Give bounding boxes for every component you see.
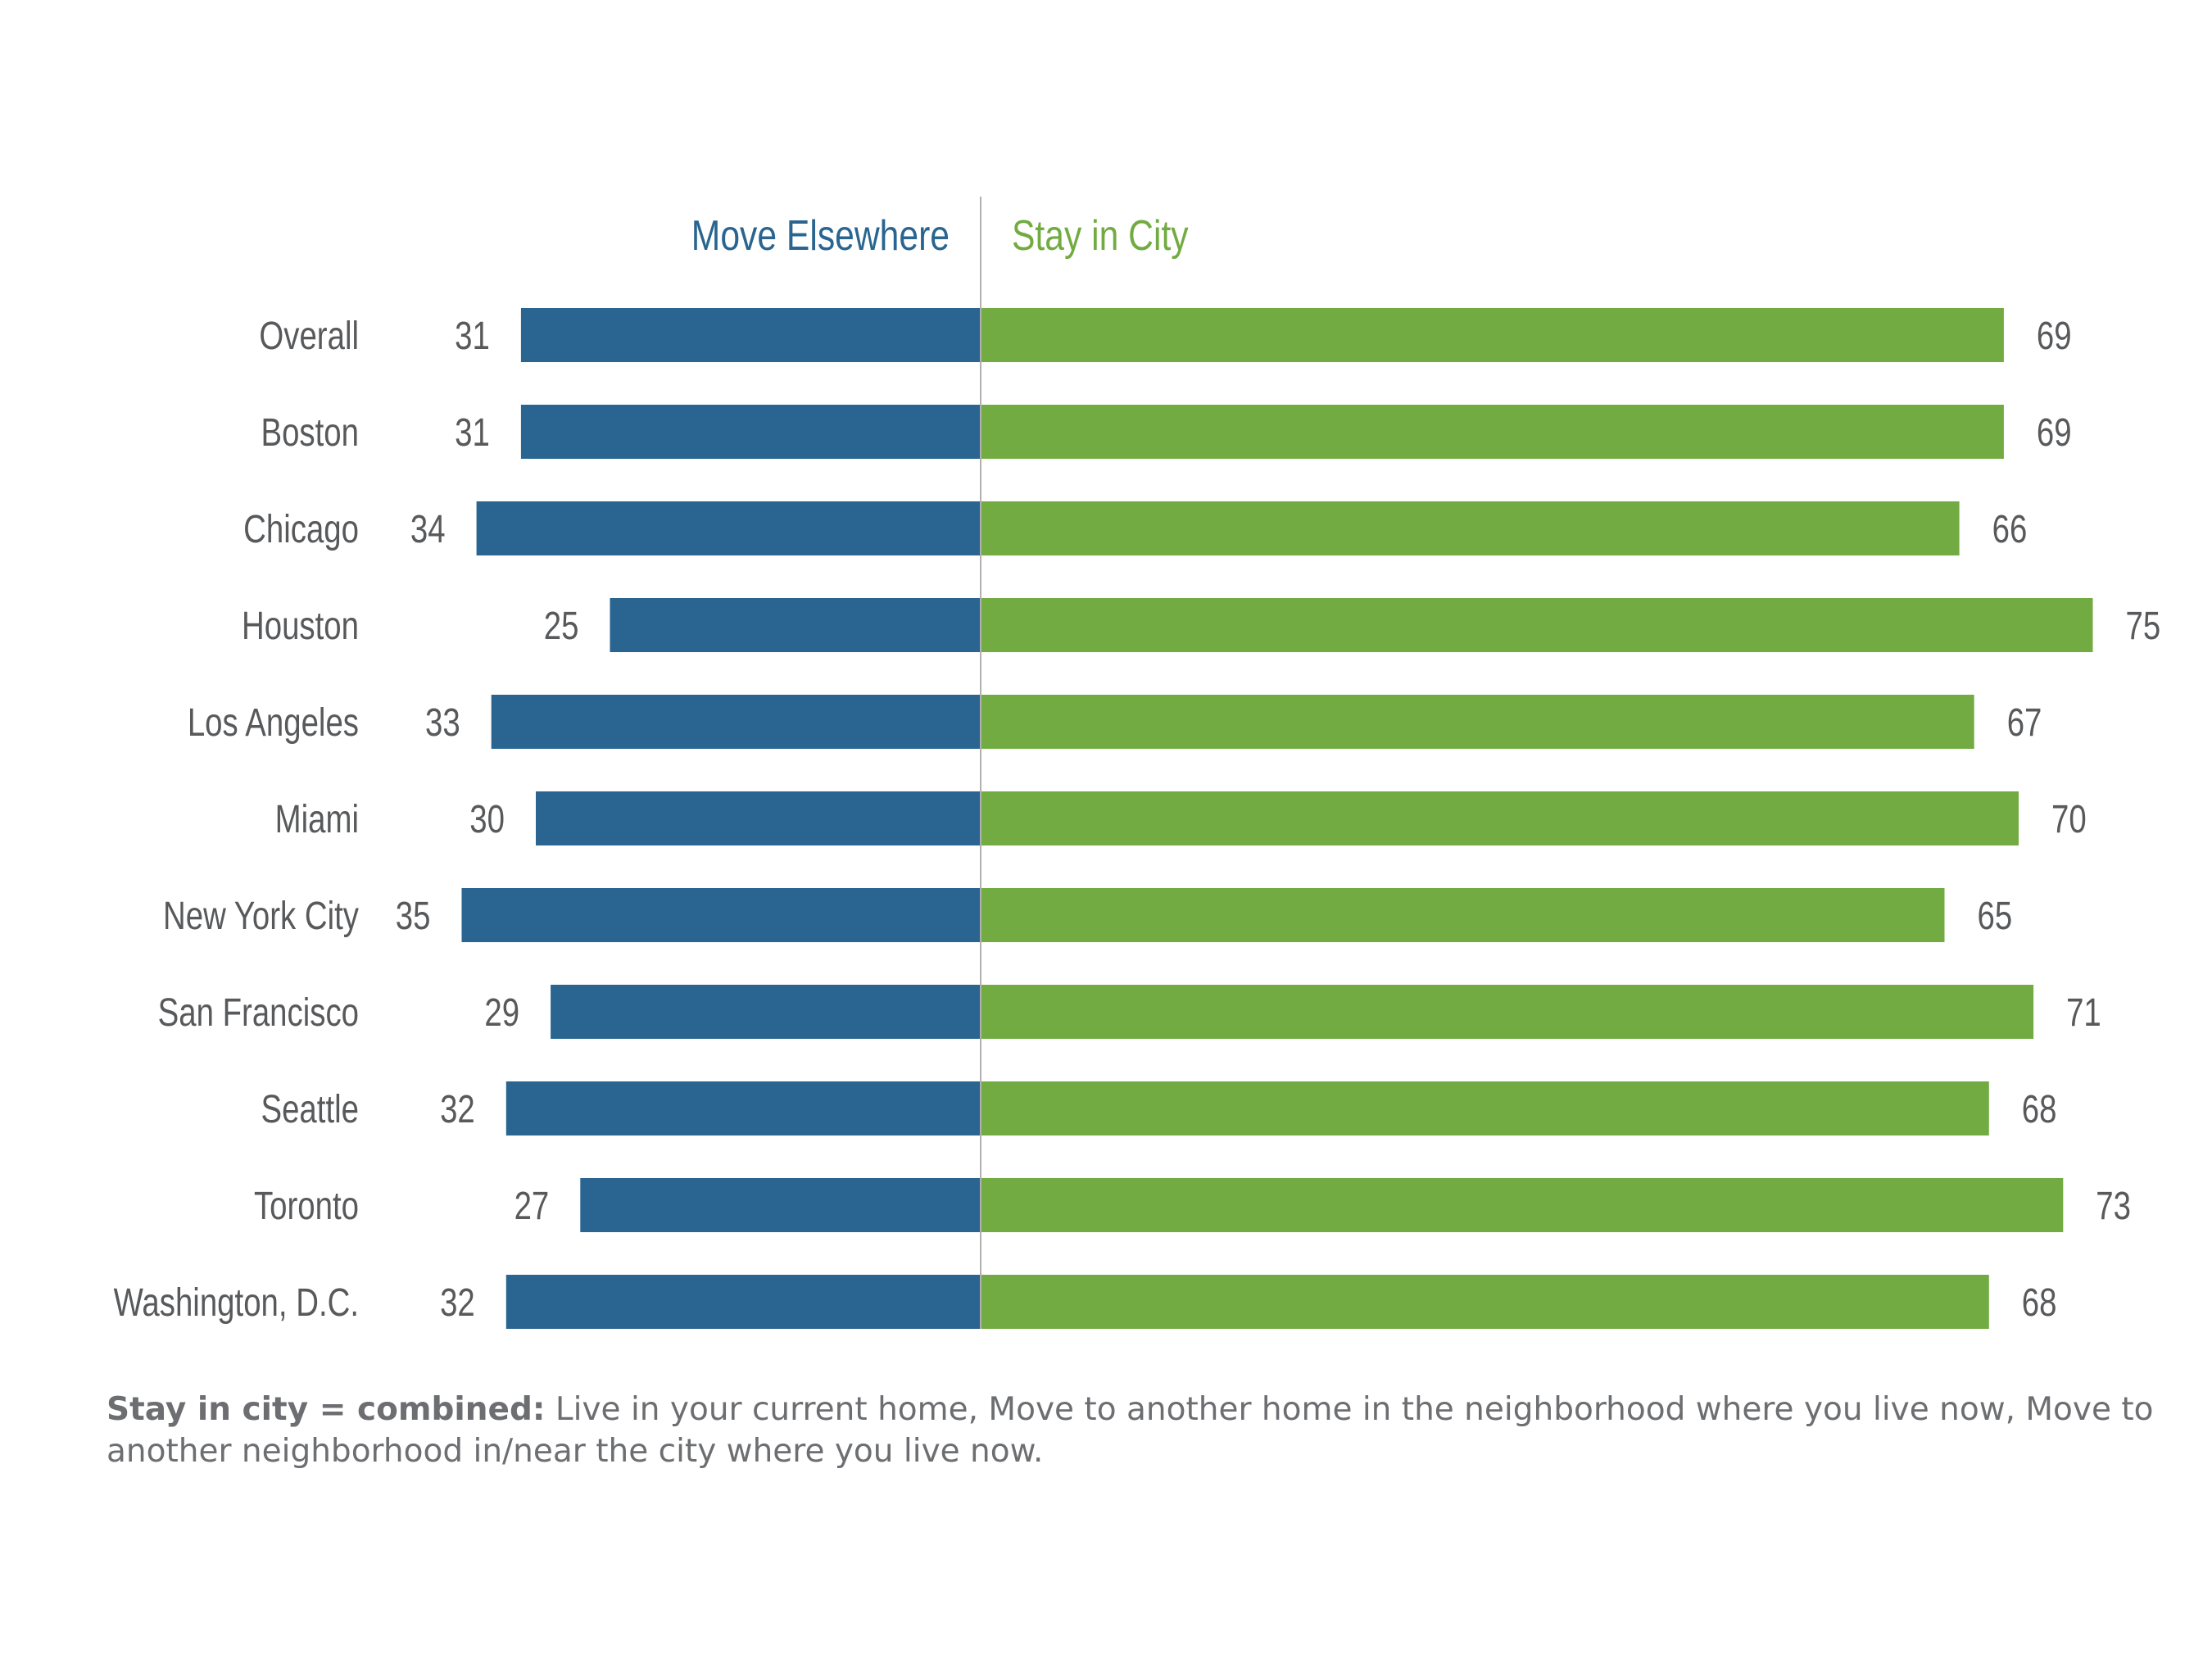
- bar-move-6: [461, 888, 981, 942]
- value-label-stay: 73: [2096, 1185, 2131, 1228]
- bar-stay-10: [981, 1275, 1989, 1329]
- footnote: Stay in city = combined: Live in your cu…: [107, 1389, 2155, 1472]
- value-label-move: 25: [544, 605, 579, 648]
- value-label-move: 31: [455, 411, 490, 455]
- legend-move-elsewhere: Move Elsewhere: [691, 212, 950, 260]
- bar-move-2: [476, 501, 981, 555]
- bar-stay-2: [981, 501, 1960, 555]
- bar-stay-6: [981, 888, 1945, 942]
- value-label-move: 35: [396, 895, 431, 938]
- bar-stay-8: [981, 1081, 1989, 1135]
- category-label: Los Angeles: [188, 701, 359, 745]
- bar-move-7: [551, 985, 981, 1039]
- bar-stay-9: [981, 1178, 2064, 1232]
- bar-stay-1: [981, 405, 2004, 459]
- value-label-move: 32: [440, 1281, 475, 1325]
- value-label-stay: 69: [2037, 315, 2072, 358]
- value-label-stay: 65: [1978, 895, 2013, 938]
- value-label-stay: 67: [2007, 701, 2042, 745]
- bar-move-4: [491, 695, 981, 749]
- category-label: Seattle: [261, 1088, 359, 1131]
- value-label-stay: 71: [2066, 991, 2101, 1035]
- footnote-bold: Stay in city = combined:: [107, 1391, 546, 1428]
- value-label-stay: 75: [2126, 605, 2161, 648]
- value-label-stay: 69: [2037, 411, 2072, 455]
- value-label-move: 32: [440, 1088, 475, 1131]
- bar-move-5: [536, 791, 981, 845]
- category-label: Boston: [261, 411, 359, 455]
- bar-stay-4: [981, 695, 1974, 749]
- value-label-move: 31: [455, 315, 490, 358]
- bar-move-0: [520, 308, 981, 362]
- value-label-move: 29: [484, 991, 519, 1035]
- value-label-stay: 68: [2022, 1281, 2057, 1325]
- bar-move-9: [580, 1178, 981, 1232]
- category-label: Toronto: [254, 1185, 359, 1228]
- value-label-move: 34: [410, 508, 446, 551]
- category-label: Houston: [242, 605, 359, 648]
- bar-stay-7: [981, 985, 2034, 1039]
- category-label: Chicago: [243, 508, 359, 551]
- bar-stay-5: [981, 791, 2019, 845]
- bar-move-8: [505, 1081, 981, 1135]
- bar-move-1: [520, 405, 981, 459]
- category-label: San Francisco: [158, 991, 359, 1035]
- footnote-text: Live in your current home, Move to anoth…: [107, 1391, 2154, 1470]
- value-label-stay: 66: [1992, 508, 2028, 551]
- category-label: Overall: [259, 315, 359, 358]
- value-label-stay: 68: [2022, 1088, 2057, 1131]
- category-label: New York City: [163, 895, 359, 938]
- value-label-move: 27: [514, 1185, 550, 1228]
- category-label: Miami: [275, 798, 359, 841]
- value-label-stay: 70: [2051, 798, 2087, 841]
- bar-stay-3: [981, 598, 2093, 652]
- bar-stay-0: [981, 308, 2004, 362]
- legend-stay-in-city: Stay in City: [1012, 212, 1189, 260]
- value-label-move: 33: [425, 701, 460, 745]
- bar-move-10: [505, 1275, 981, 1329]
- category-label: Washington, D.C.: [114, 1281, 359, 1325]
- bar-move-3: [610, 598, 981, 652]
- value-label-move: 30: [469, 798, 505, 841]
